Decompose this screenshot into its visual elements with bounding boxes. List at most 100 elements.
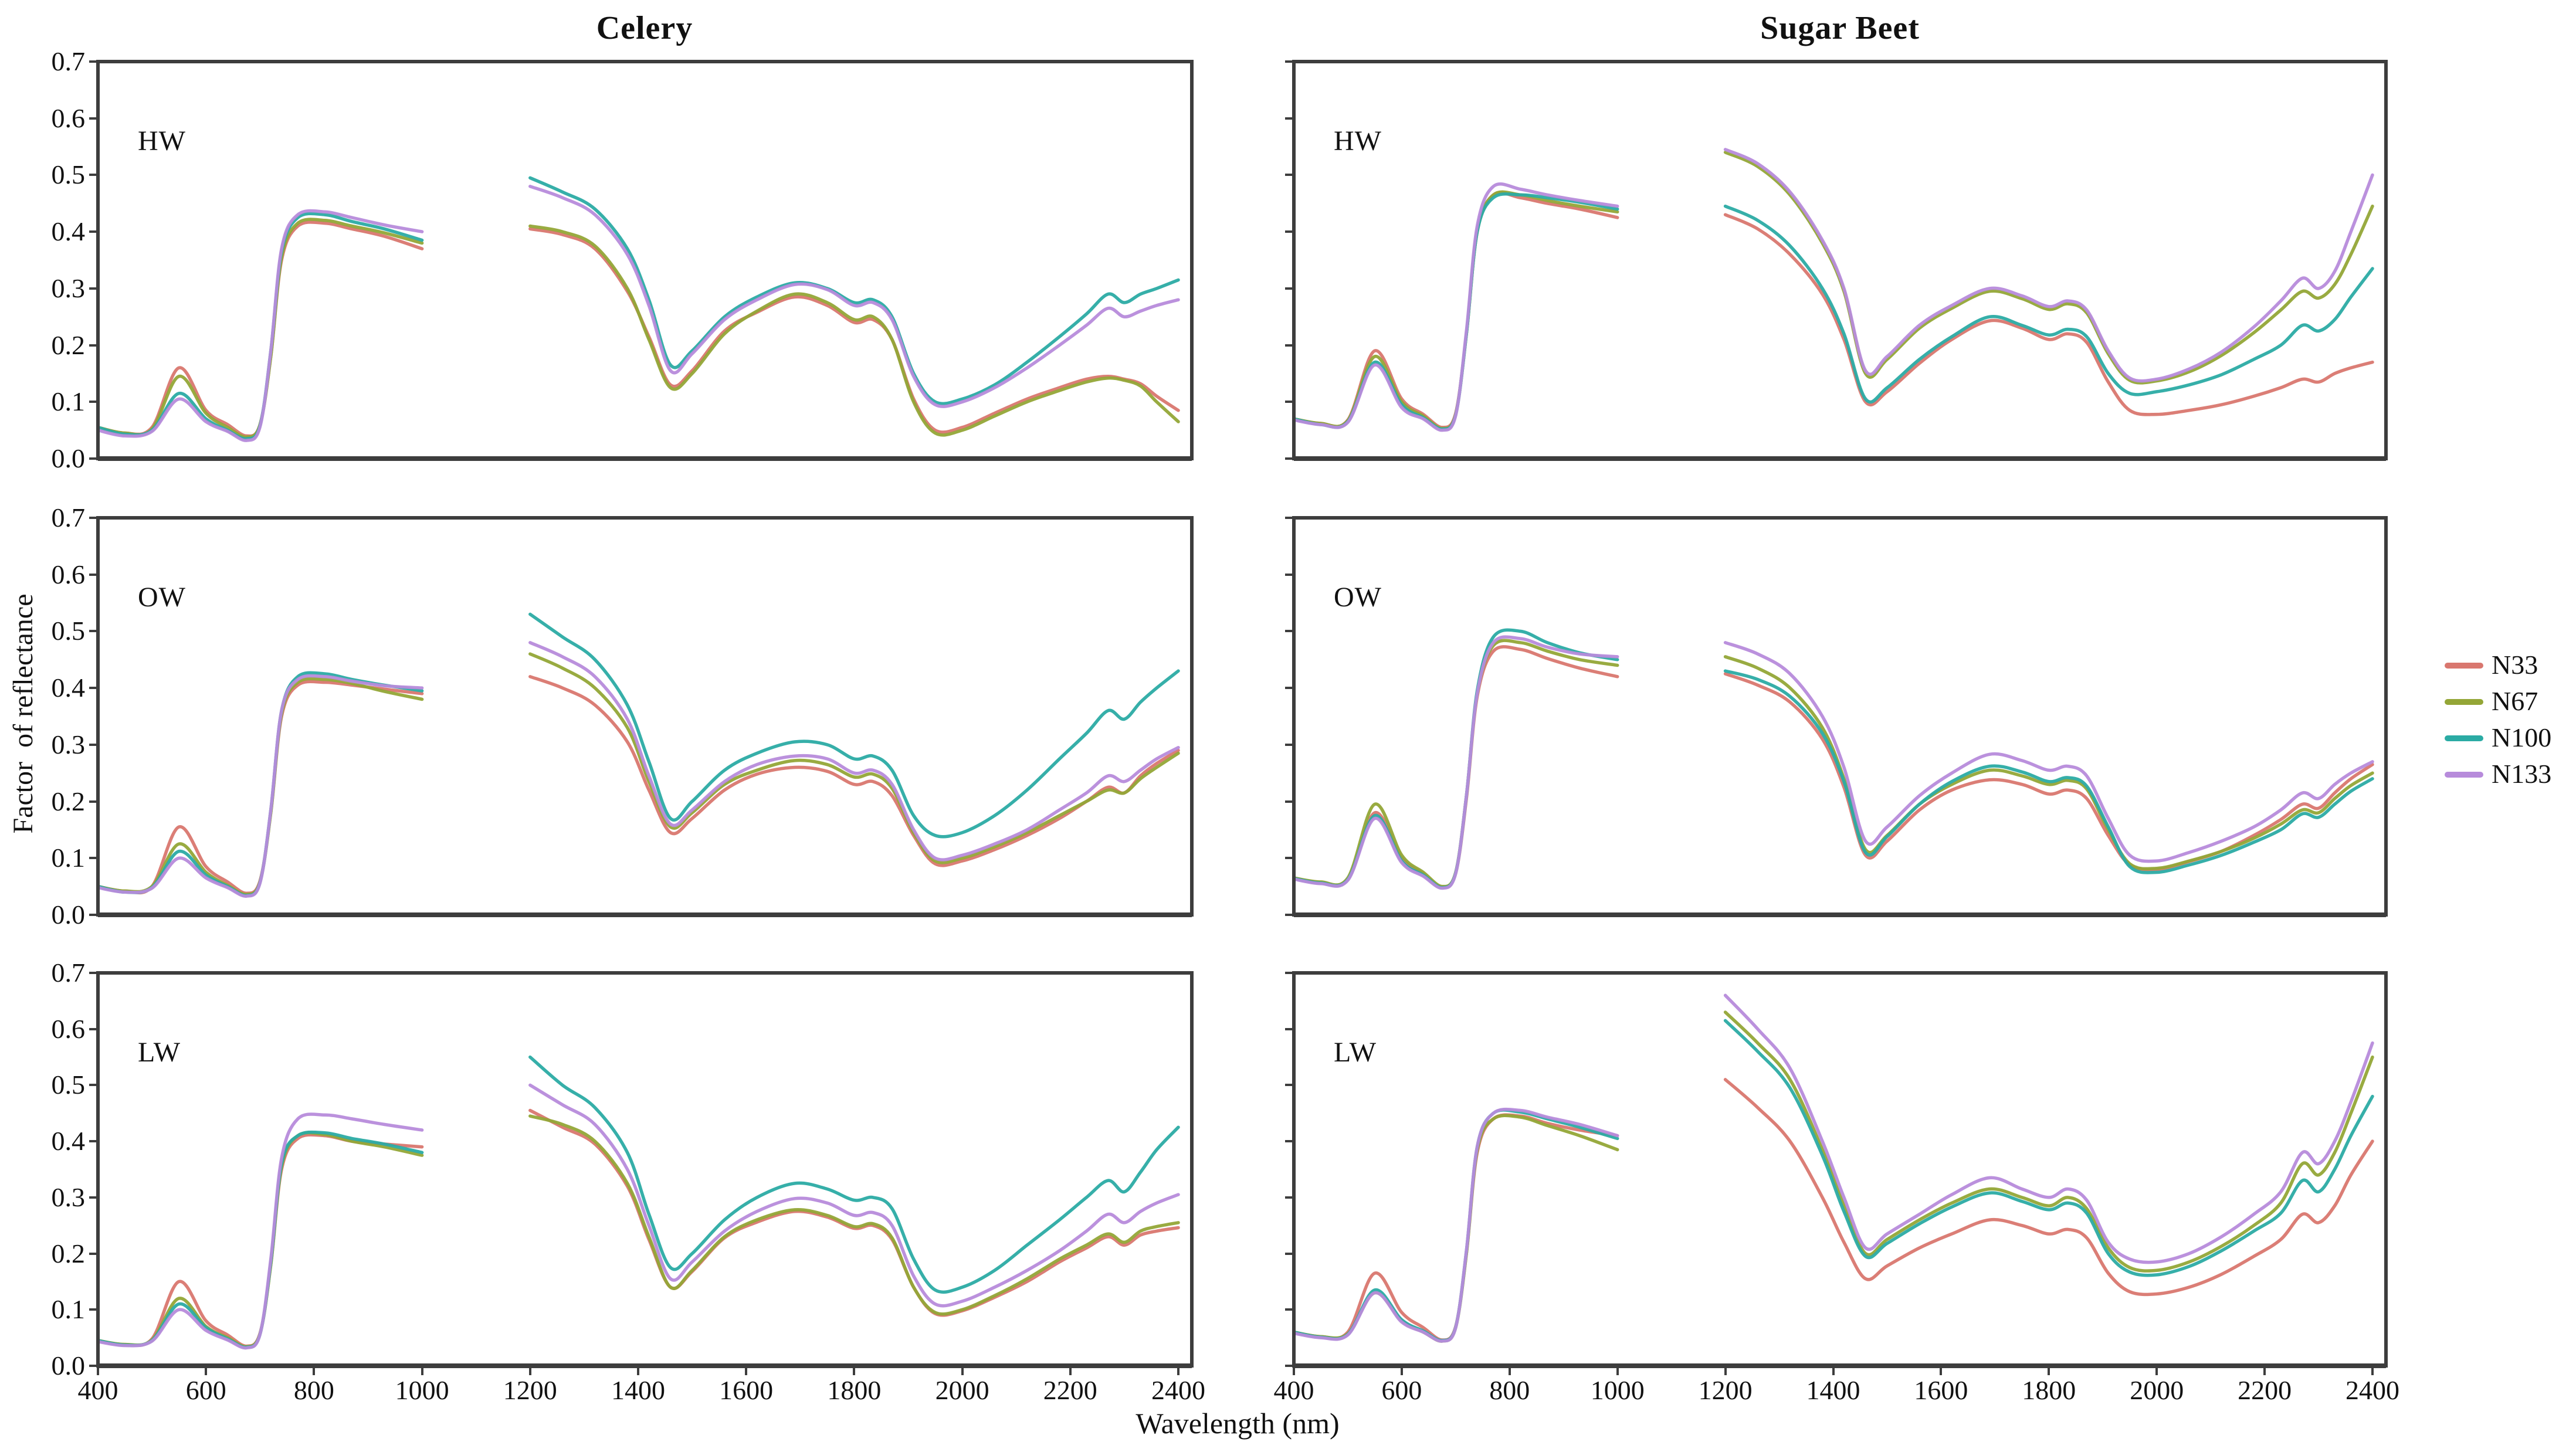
series-line-N33-left (1292, 645, 1619, 889)
y-tick-label: 0.7 (51, 46, 86, 76)
y-tick (1285, 117, 1294, 120)
x-tick-label: 400 (1273, 1375, 1314, 1405)
x-tick-label: 1000 (1590, 1375, 1645, 1405)
column-title-celery: Celery (596, 10, 693, 46)
panel-celery-lw: LW (96, 971, 1194, 1368)
x-tick (2155, 1366, 2158, 1375)
y-tick-label: 0.4 (51, 1126, 86, 1156)
y-tick-label: 0.0 (51, 900, 86, 929)
series-line-N100-left (1292, 192, 1619, 431)
series-line-N133-left (1292, 1107, 1619, 1343)
x-tick (313, 1366, 316, 1375)
series-line-N133-left (96, 209, 424, 442)
y-tick-label: 0.6 (51, 103, 86, 133)
y-tick (1285, 972, 1294, 974)
y-tick-label: 0.5 (51, 1070, 86, 1100)
y-tick (89, 174, 98, 177)
series-line-N100-right (1723, 204, 2374, 404)
x-tick-label: 1800 (827, 1375, 882, 1405)
x-tick (2371, 1366, 2374, 1375)
y-tick-label: 0.4 (51, 216, 86, 247)
y-tick-label: 0.0 (51, 1351, 86, 1380)
series-line-N33-left (1292, 191, 1619, 429)
series-line-N67-left (96, 677, 424, 896)
series-line-N33-left (1292, 1113, 1619, 1342)
panel-frame (1292, 971, 2388, 1368)
y-tick (89, 687, 98, 690)
x-tick (421, 1366, 423, 1375)
legend-swatch-n67 (2445, 699, 2483, 705)
panel-celery-ow-plot (96, 516, 1194, 917)
x-tick-label: 2200 (1043, 1375, 1097, 1405)
legend-item-n100: N100 (2440, 721, 2576, 754)
series-line-N33-right (528, 1108, 1180, 1317)
y-tick (1285, 1252, 1294, 1255)
y-tick (89, 857, 98, 860)
y-tick (1285, 743, 1294, 746)
x-tick-label: 1200 (1698, 1375, 1753, 1405)
y-tick (1285, 230, 1294, 233)
x-tick-label: 1400 (1806, 1375, 1860, 1405)
y-tick (89, 457, 98, 460)
x-tick (97, 1366, 99, 1375)
y-tick-label: 0.6 (51, 1013, 86, 1044)
x-tick-label: 1600 (1914, 1375, 1968, 1405)
series-line-N133-right (1723, 993, 2374, 1264)
legend-swatch-n133 (2445, 772, 2483, 778)
y-tick-label: 0.3 (51, 1182, 86, 1212)
x-tick (1508, 1366, 1511, 1375)
x-tick-label: 2200 (2238, 1375, 2292, 1405)
series-line-N133-right (528, 1083, 1180, 1308)
y-tick (1285, 914, 1294, 916)
y-tick (1285, 573, 1294, 576)
y-tick-label: 0.7 (51, 958, 86, 988)
x-tick-label: 2000 (935, 1375, 989, 1405)
panel-water-label-celery-hw: HW (138, 125, 186, 157)
x-tick-label: 1800 (2022, 1375, 2076, 1405)
x-tick (853, 1366, 856, 1375)
x-tick (1724, 1366, 1727, 1375)
x-tick (2048, 1366, 2050, 1375)
panel-frame (96, 516, 1194, 917)
y-tick (89, 401, 98, 403)
series-line-N133-right (1723, 641, 2374, 863)
legend-item-n67: N67 (2440, 685, 2576, 718)
x-tick (961, 1366, 964, 1375)
panel-water-label-celery-lw: LW (138, 1037, 181, 1068)
y-tick (1285, 1365, 1294, 1367)
y-tick (89, 1027, 98, 1030)
y-tick (89, 344, 98, 347)
y-tick (89, 1252, 98, 1255)
y-tick-label: 0.3 (51, 273, 86, 303)
y-tick (1285, 401, 1294, 403)
panel-sugarbeet-ow: OW (1292, 516, 2388, 917)
series-line-N33-left (96, 1133, 424, 1348)
y-tick (1285, 800, 1294, 803)
y-tick (1285, 174, 1294, 177)
y-tick-label: 0.2 (51, 330, 86, 360)
legend-item-n33: N33 (2440, 649, 2576, 681)
panel-celery-lw-plot (96, 971, 1194, 1368)
y-tick (1285, 457, 1294, 460)
y-tick (89, 60, 98, 63)
y-tick (1285, 287, 1294, 290)
x-tick (745, 1366, 748, 1375)
panel-sugarbeet-ow-plot (1292, 516, 2388, 917)
x-tick (205, 1366, 208, 1375)
panel-frame (96, 971, 1194, 1368)
x-tick (2263, 1366, 2266, 1375)
y-tick (89, 743, 98, 746)
series-line-N67-right (1723, 655, 2374, 871)
x-tick-label: 1600 (719, 1375, 774, 1405)
x-tick (1069, 1366, 1072, 1375)
x-tick-label: 1000 (395, 1375, 449, 1405)
legend-label-n33: N33 (2492, 650, 2538, 680)
y-tick (89, 972, 98, 974)
y-tick (1285, 60, 1294, 63)
x-tick-label: 1200 (503, 1375, 557, 1405)
x-tick-label: 2000 (2130, 1375, 2184, 1405)
y-tick (1285, 1196, 1294, 1199)
legend-item-n133: N133 (2440, 758, 2576, 791)
legend: N33 N67 N100 N133 (2440, 645, 2576, 798)
series-line-N67-right (528, 1114, 1180, 1316)
